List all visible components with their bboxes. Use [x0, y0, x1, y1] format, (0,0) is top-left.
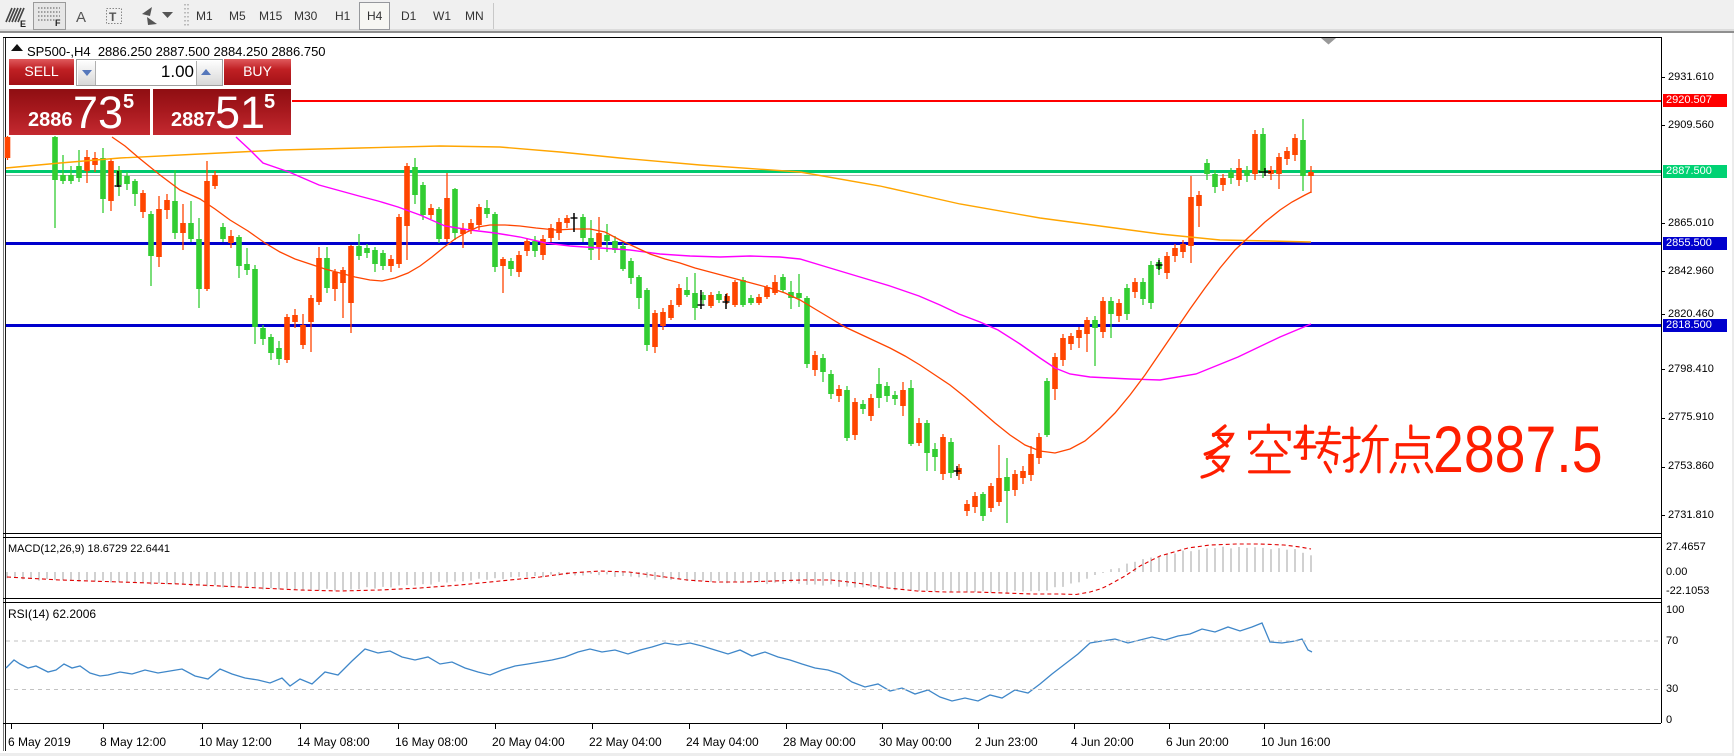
svg-text:T: T — [109, 10, 117, 24]
svg-text:F: F — [55, 18, 61, 28]
svg-text:E: E — [20, 19, 26, 29]
svg-text:2887.5: 2887.5 — [1433, 412, 1603, 486]
svg-text:A: A — [76, 9, 86, 26]
